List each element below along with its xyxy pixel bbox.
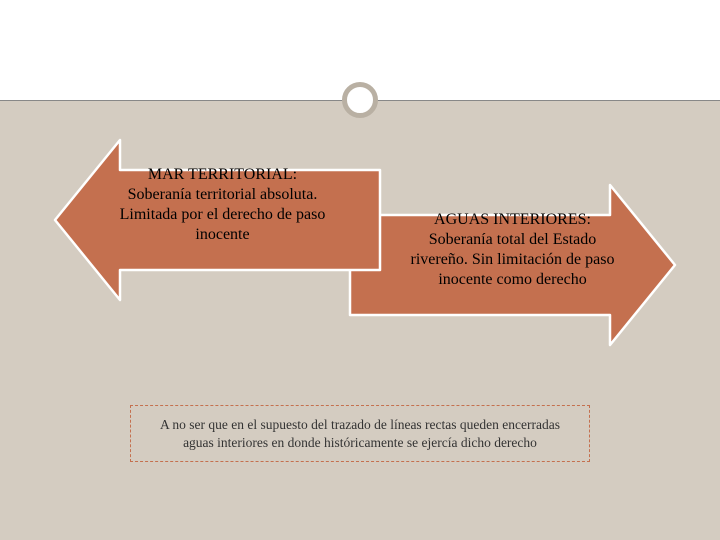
left-arrow-body: Soberanía territorial absoluta. Limitada… (120, 186, 326, 243)
caption-box: A no ser que en el supuesto del trazado … (130, 405, 590, 462)
left-arrow-block: MAR TERRITORIAL: Soberanía territorial a… (50, 135, 390, 305)
right-arrow-body: Soberanía total del Estado rivereño. Sin… (411, 231, 615, 288)
left-arrow-text: MAR TERRITORIAL: Soberanía territorial a… (110, 165, 335, 245)
right-arrow-text: AGUAS INTERIORES: Soberanía total del Es… (400, 210, 625, 290)
circle-marker (342, 82, 378, 118)
right-arrow-block: AGUAS INTERIORES: Soberanía total del Es… (340, 180, 680, 350)
caption-text: A no ser que en el supuesto del trazado … (160, 417, 560, 450)
right-arrow-title: AGUAS INTERIORES: (400, 210, 625, 230)
arrows-container: AGUAS INTERIORES: Soberanía total del Es… (50, 135, 670, 385)
left-arrow-title: MAR TERRITORIAL: (110, 165, 335, 185)
